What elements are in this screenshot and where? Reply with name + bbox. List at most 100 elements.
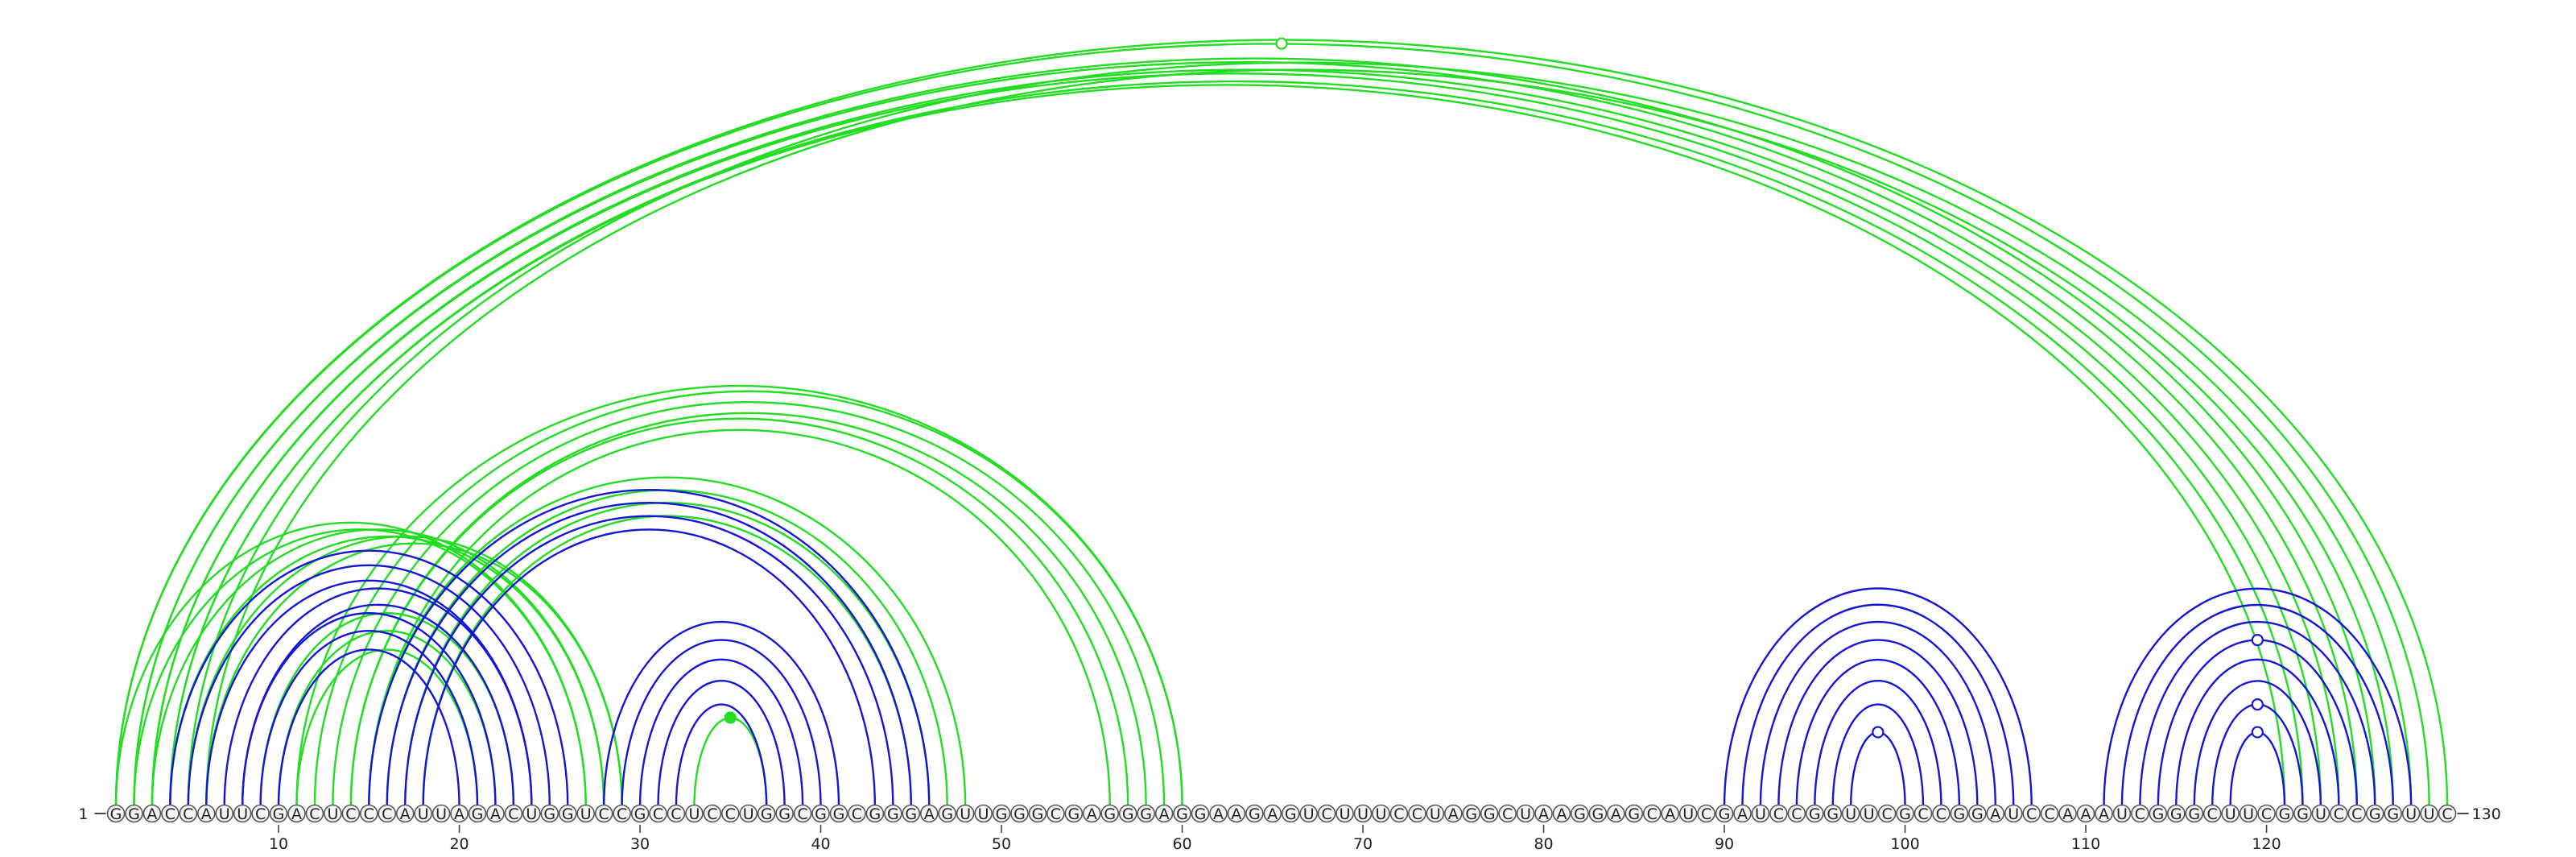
nucleotide: A (1661, 804, 1679, 823)
nucleotide: G (2293, 804, 2312, 823)
nucleotide-letter: C (309, 805, 320, 823)
nucleotide-letter: G (1067, 805, 1080, 823)
nucleotide: G (106, 804, 126, 823)
nucleotide-circle (649, 804, 667, 823)
nucleotide-circle (1769, 804, 1788, 823)
nucleotide: C (1697, 804, 1715, 823)
nucleotide-letter: U (1755, 805, 1766, 823)
nucleotide-letter: C (797, 805, 807, 823)
nucleotide: C (2347, 804, 2367, 823)
nucleotide: C (2330, 804, 2348, 823)
nucleotide: A (1083, 804, 1101, 823)
nucleotide-letter: U (1864, 805, 1875, 823)
nucleotide: C (378, 804, 397, 823)
nucleotide-letter: G (1484, 805, 1496, 823)
nucleotide: C (1932, 804, 1951, 823)
nucleotide: A (1534, 804, 1553, 823)
nucleotide-letter: C (382, 805, 392, 823)
nucleotide: C (667, 804, 686, 823)
nucleotide-circle (2040, 804, 2059, 823)
blue-arc-96-101 (1831, 703, 1925, 807)
nucleotide: G (1823, 804, 1843, 823)
nucleotide: U (1335, 804, 1354, 823)
nucleotide-circle (1010, 804, 1029, 823)
nucleotide-letter: C (2135, 805, 2145, 823)
nucleotide-letter: G (833, 805, 845, 823)
blue-arc-112-127 (2120, 603, 2394, 807)
blue-arc-8-22 (241, 612, 497, 807)
nucleotide-circle (1028, 804, 1047, 823)
nucleotide: G (902, 804, 921, 823)
nucleotide-circle (956, 804, 975, 823)
nucleotide-letter: A (147, 805, 157, 823)
nucleotide-letter: C (725, 805, 736, 823)
nucleotide-circle (2275, 804, 2294, 823)
nucleotide-circle (1661, 804, 1679, 823)
nucleotide: U (215, 804, 234, 823)
nucleotide-circle (848, 804, 866, 823)
nucleotide-circle (2438, 804, 2457, 823)
nucleotide: C (1769, 804, 1788, 823)
nucleotide-letter: C (599, 805, 609, 823)
nucleotide-circle (757, 804, 776, 823)
nucleotide-letter: C (1773, 805, 1784, 823)
nucleotide-circle (992, 804, 1011, 823)
green-arc-14-57 (349, 417, 1129, 807)
blue-hollow-marker (1872, 726, 1885, 739)
nucleotide-letter: A (1159, 805, 1170, 823)
nucleotide-letter: U (743, 805, 754, 823)
nucleotide-circle (1607, 804, 1625, 823)
blue-arc-92-105 (1759, 620, 1996, 807)
nucleotide-circle (1191, 804, 1210, 823)
nucleotide-letter: U (2424, 805, 2435, 823)
nucleotide: G (992, 804, 1011, 823)
nucleotide: U (414, 804, 432, 823)
nucleotide-letter: G (1719, 805, 1731, 823)
nucleotide-circle (613, 804, 631, 823)
nucleotide-circle (106, 804, 126, 823)
nucleotide-circle (2293, 804, 2312, 823)
axis-tick-label: 60 (1172, 835, 1191, 853)
nucleotide-circle (1877, 804, 1897, 823)
nucleotide-circle (2365, 804, 2384, 823)
blue-arc-7-24 (223, 587, 533, 807)
nucleotide-letter: C (2334, 805, 2344, 823)
nucleotide-letter: U (2225, 805, 2236, 823)
nucleotide-circle (1083, 804, 1101, 823)
nucleotide-letter: A (201, 805, 212, 823)
nucleotide-letter: U (1357, 805, 1368, 823)
nucleotide-circle (630, 804, 650, 823)
nucleotide-letter: C (183, 805, 193, 823)
nucleotide-letter: U (2405, 805, 2417, 823)
nucleotide-circle (179, 804, 198, 823)
nucleotide: U (1841, 804, 1860, 823)
nucleotide-circle (1263, 804, 1282, 823)
nucleotide-letter: G (1465, 805, 1477, 823)
nucleotide: G (2365, 804, 2384, 823)
nucleotide-letter: G (128, 805, 140, 823)
nucleotide-letter: G (1971, 805, 1984, 823)
nucleotide-letter: U (219, 805, 230, 823)
nucleotide-circle (865, 804, 885, 823)
nucleotide-circle (720, 804, 740, 823)
nucleotide-letter: A (2062, 805, 2073, 823)
nucleotide: U (2401, 804, 2421, 823)
nucleotide-circle (2384, 804, 2402, 823)
nucleotide-letter: C (2442, 805, 2452, 823)
nucleotide: G (558, 804, 577, 823)
nucleotide-letter: G (1574, 805, 1586, 823)
nucleotide-circle (938, 804, 956, 823)
nucleotide-circle (902, 804, 921, 823)
nucleotide-circle (884, 804, 902, 823)
blue-arc-18-43 (422, 528, 877, 807)
nucleotide-circle (1516, 804, 1535, 823)
nucleotide-circle (1389, 804, 1409, 823)
marker-layer (724, 37, 2264, 739)
blue-arc-10-20 (277, 648, 460, 807)
green-arc-16-47 (386, 489, 948, 807)
nucleotide-circle (2167, 804, 2186, 823)
nucleotide-circle (1444, 804, 1463, 823)
green-arc-6-29 (205, 542, 623, 807)
nucleotide-circle (1227, 804, 1246, 823)
